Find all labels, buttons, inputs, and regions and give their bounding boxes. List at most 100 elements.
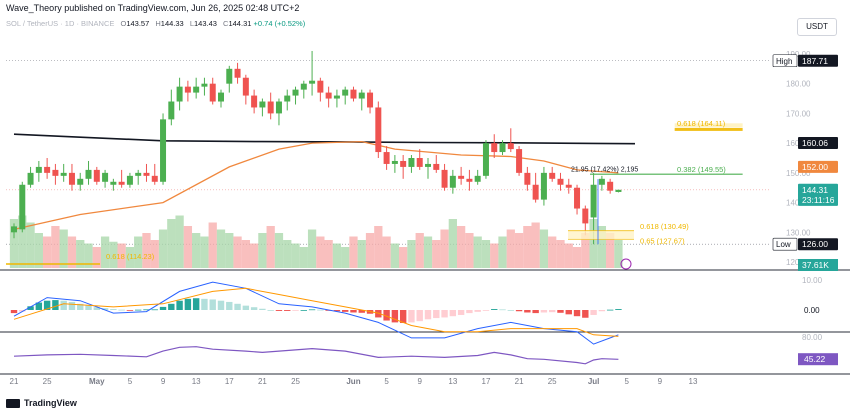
volume-bar	[249, 243, 259, 268]
macd-hist-bar	[383, 310, 390, 321]
volume-bar	[324, 240, 333, 268]
volume-bar	[490, 243, 499, 268]
macd-hist-bar	[19, 310, 26, 312]
volume-value-label: 37.61K	[802, 260, 829, 270]
candle-body	[176, 86, 183, 102]
volume-bar	[440, 229, 449, 268]
candle-body	[383, 152, 390, 164]
macd-hist-bar	[151, 309, 158, 311]
macd-hist-bar	[333, 310, 341, 312]
x-tick-label: May	[89, 377, 105, 386]
macd-hist-bar	[101, 308, 109, 310]
y-tick-label: 130.00	[786, 228, 811, 237]
volume-bar	[523, 226, 532, 268]
volume-bar	[233, 236, 242, 268]
macd-hist-bar	[135, 309, 142, 311]
volume-bar	[183, 226, 193, 268]
volume-bar	[283, 240, 292, 268]
candle-body	[44, 166, 51, 173]
rsi-tick-label: 80.00	[802, 333, 823, 342]
volume-bar	[59, 229, 68, 268]
x-tick-label: 13	[448, 377, 457, 386]
candle-body	[19, 184, 26, 230]
candle-body	[151, 175, 158, 182]
candle-body	[582, 208, 589, 224]
macd-hist-bar	[457, 310, 465, 315]
macd-hist-bar	[118, 309, 125, 311]
macd-hist-bar	[250, 307, 258, 310]
volume-bar	[597, 226, 607, 268]
macd-hist-bar	[532, 310, 539, 314]
candle-body	[284, 95, 291, 102]
macd-hist-bar	[416, 310, 423, 322]
volume-bar	[539, 229, 549, 268]
volume-bar	[142, 233, 151, 268]
macd-hist-bar	[184, 298, 192, 310]
macd-hist-bar	[217, 300, 225, 310]
volume-bar	[76, 240, 85, 268]
price-label-value: 187.71	[802, 56, 828, 66]
volume-bar	[291, 243, 300, 268]
candle-body	[358, 92, 365, 99]
candle-body	[143, 172, 150, 176]
currency-button[interactable]: USDT	[797, 18, 837, 36]
volume-bar	[150, 240, 159, 268]
volume-bar	[432, 240, 441, 268]
price-label-value: 144.31	[802, 185, 828, 195]
macd-hist-bar	[110, 309, 117, 310]
macd-hist-bar	[582, 310, 589, 318]
candle-body	[135, 172, 142, 176]
volume-bar	[167, 219, 176, 268]
x-tick-label: 21	[515, 377, 524, 386]
symbol-label[interactable]: SOL / TetherUS · 1D · BINANCE	[6, 19, 115, 28]
change-value: +0.74 (+0.52%)	[253, 19, 306, 28]
candle-body	[27, 172, 34, 185]
price-label-value: 23:11:16	[802, 195, 835, 205]
candle-body	[184, 86, 191, 93]
macd-hist-bar	[242, 305, 250, 310]
candle-body	[367, 92, 374, 108]
x-tick-label: Jul	[588, 377, 600, 386]
volume-bar	[307, 229, 317, 268]
volume-bar	[175, 215, 184, 268]
macd-hist-bar	[424, 310, 432, 320]
macd-hist-bar	[342, 310, 349, 312]
volume-bar	[92, 247, 101, 268]
volume-bar	[208, 222, 217, 268]
x-tick-label: 13	[192, 377, 201, 386]
candle-body	[218, 92, 224, 102]
volume-bar	[614, 240, 623, 268]
volume-bar	[531, 222, 540, 268]
macd-hist-bar	[201, 298, 208, 310]
footer-brand[interactable]: TradingView	[6, 396, 77, 410]
candle-body	[516, 149, 523, 173]
macd-hist-bar	[209, 299, 216, 310]
macd-hist-bar	[350, 310, 357, 313]
tradingview-logo-icon	[6, 398, 20, 408]
macd-hist-bar	[482, 310, 490, 311]
volume-bar	[266, 226, 275, 268]
fib-green-label: 0.382 (149.55)	[677, 165, 726, 174]
macd-hist-bar	[499, 309, 506, 311]
macd-hist-bar	[399, 310, 407, 324]
candle-body	[458, 175, 465, 179]
macd-hist-bar	[491, 309, 498, 310]
candle-body	[607, 181, 614, 191]
price-label-box	[798, 193, 838, 206]
volume-bar	[9, 219, 19, 268]
volume-bar	[498, 236, 507, 268]
candle-body	[333, 95, 340, 99]
candle-body	[102, 172, 109, 182]
volume-bar	[134, 236, 143, 268]
macd-hist-bar	[466, 310, 473, 314]
candle-body	[391, 160, 398, 164]
volume-bar	[448, 219, 457, 268]
candle-body	[267, 101, 274, 114]
price-label-key-box	[772, 54, 798, 68]
candle-body	[226, 68, 233, 84]
volume-bar	[382, 236, 391, 268]
x-tick-label: 9	[161, 377, 166, 386]
candle-body	[400, 160, 407, 167]
volume-bar	[581, 233, 590, 268]
